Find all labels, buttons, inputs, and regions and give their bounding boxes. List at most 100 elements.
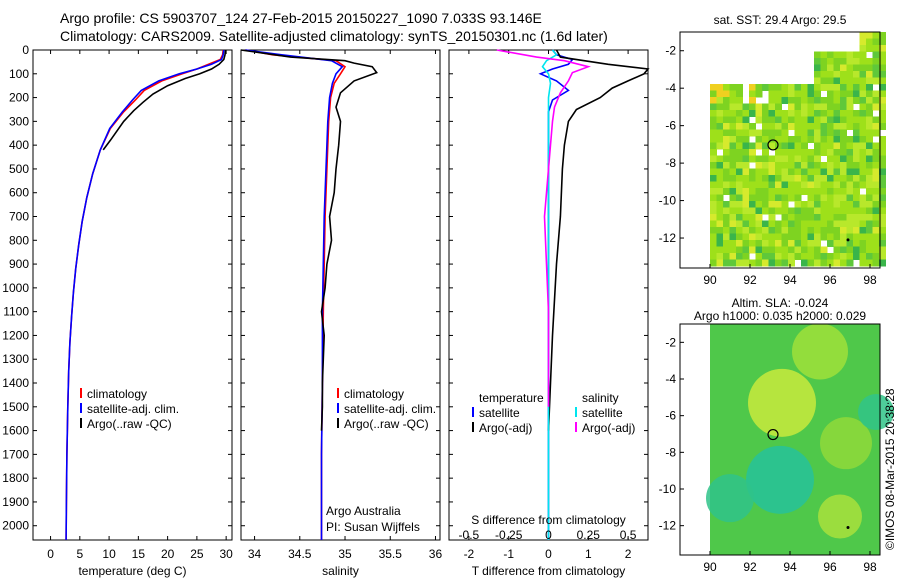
sst-cell [781, 142, 789, 150]
sst-cell [853, 77, 860, 85]
sst-cell [846, 214, 854, 221]
sst-cell [768, 103, 776, 111]
sst-cell [716, 233, 724, 241]
sst-cell [879, 259, 886, 267]
sst-cell [736, 214, 743, 221]
sst-cell [827, 188, 834, 195]
sst-cell [820, 51, 828, 59]
temperature-legend-label: Argo(..raw -QC) [87, 417, 172, 431]
sst-cell [846, 90, 854, 98]
sst-cell [768, 155, 776, 163]
sst-cell [801, 201, 808, 208]
sst-cell [820, 103, 828, 111]
sst-cell [814, 214, 821, 221]
sst-cell [853, 201, 860, 208]
sst-cell [736, 207, 743, 215]
depth-tick-label: 1300 [2, 352, 29, 366]
sst-cell [853, 84, 860, 91]
sst-cell [742, 201, 750, 208]
sst-cell [710, 90, 717, 98]
salinity-legend-label: Argo(..raw -QC) [344, 417, 429, 431]
sst-cell [742, 214, 750, 221]
sst-cell [775, 175, 782, 182]
sst-cell [814, 64, 821, 72]
sst-cell [814, 58, 821, 65]
sst-cell [827, 162, 834, 169]
sst-cell [794, 123, 802, 130]
sst-cell [781, 240, 789, 247]
sst-cell [807, 149, 815, 156]
sst-cell [840, 175, 847, 182]
sst-cell [840, 51, 847, 59]
sst-cell [729, 168, 737, 176]
sst-cell [794, 110, 802, 117]
sst-cell [749, 233, 756, 241]
sst-cell [807, 155, 815, 163]
sst-cell [762, 240, 769, 247]
sst-cell [859, 246, 867, 254]
sst-cell [801, 116, 808, 124]
sst-cell [846, 51, 854, 59]
sst-cell [833, 194, 841, 202]
sst-cell [775, 207, 782, 215]
sst-cell [827, 175, 834, 182]
sst-cell [710, 97, 717, 104]
sst-cell [827, 259, 834, 267]
depth-tick-label: 300 [9, 114, 29, 128]
sst-cell [807, 103, 815, 111]
sst-cell [846, 116, 854, 124]
sst-cell [820, 64, 828, 72]
sst_map-xtick-label: 96 [823, 273, 837, 287]
temperature-series-argo-raw-qc- [102, 49, 227, 151]
depth-tick-label: 200 [9, 91, 29, 105]
sst-cell [853, 123, 860, 130]
sst-cell [879, 38, 886, 46]
sst-cell [710, 253, 717, 260]
sst-cell [755, 259, 763, 267]
sst-cell [872, 162, 880, 169]
salinity-xtick-label: 35 [338, 547, 352, 561]
sst-cell [820, 116, 828, 124]
salinity-xtick-label: 35.5 [379, 547, 403, 561]
sst-cell [729, 84, 737, 91]
sst-cell [840, 142, 847, 150]
salinity-xtick-label: 34 [248, 547, 262, 561]
sst-cell [762, 253, 769, 260]
sla_map-subtitle: Argo h1000: 0.035 h2000: 0.029 [694, 309, 866, 323]
sst-cell [736, 240, 743, 247]
sst-cell [768, 194, 776, 202]
sst-cell [749, 214, 756, 221]
sst-cell [879, 181, 886, 189]
sst-cell [807, 175, 815, 182]
sst-cell [775, 129, 782, 137]
sst-cell [788, 188, 795, 195]
sst-cell [846, 123, 854, 130]
sst-cell [710, 84, 717, 91]
difference-series-temperature-argo-adj- [547, 49, 650, 431]
sst-cell [716, 110, 724, 117]
sst-cell [710, 227, 717, 234]
sst-cell [859, 110, 867, 117]
sst-cell [827, 253, 834, 260]
sst-cell [814, 103, 821, 111]
sst-cell [872, 38, 880, 46]
sst-cell [879, 240, 886, 247]
sst_map-ytick-label: -6 [665, 119, 676, 133]
sst-cell [742, 123, 750, 130]
sst-cell [872, 90, 880, 98]
sst-cell [768, 259, 776, 267]
sst-cell [781, 201, 789, 208]
sst-cell [710, 214, 717, 221]
sst-cell [807, 123, 815, 130]
sst-cell [833, 97, 841, 104]
sst-cell [840, 84, 847, 91]
sst-cell [749, 201, 756, 208]
sst-cell [866, 175, 873, 182]
sst-cell [736, 259, 743, 267]
sst-cell [853, 207, 860, 215]
sst-cell [794, 149, 802, 156]
sst-cell [794, 129, 802, 137]
sst-cell [827, 129, 834, 137]
sst-cell [879, 110, 886, 117]
sst-cell [807, 207, 815, 215]
